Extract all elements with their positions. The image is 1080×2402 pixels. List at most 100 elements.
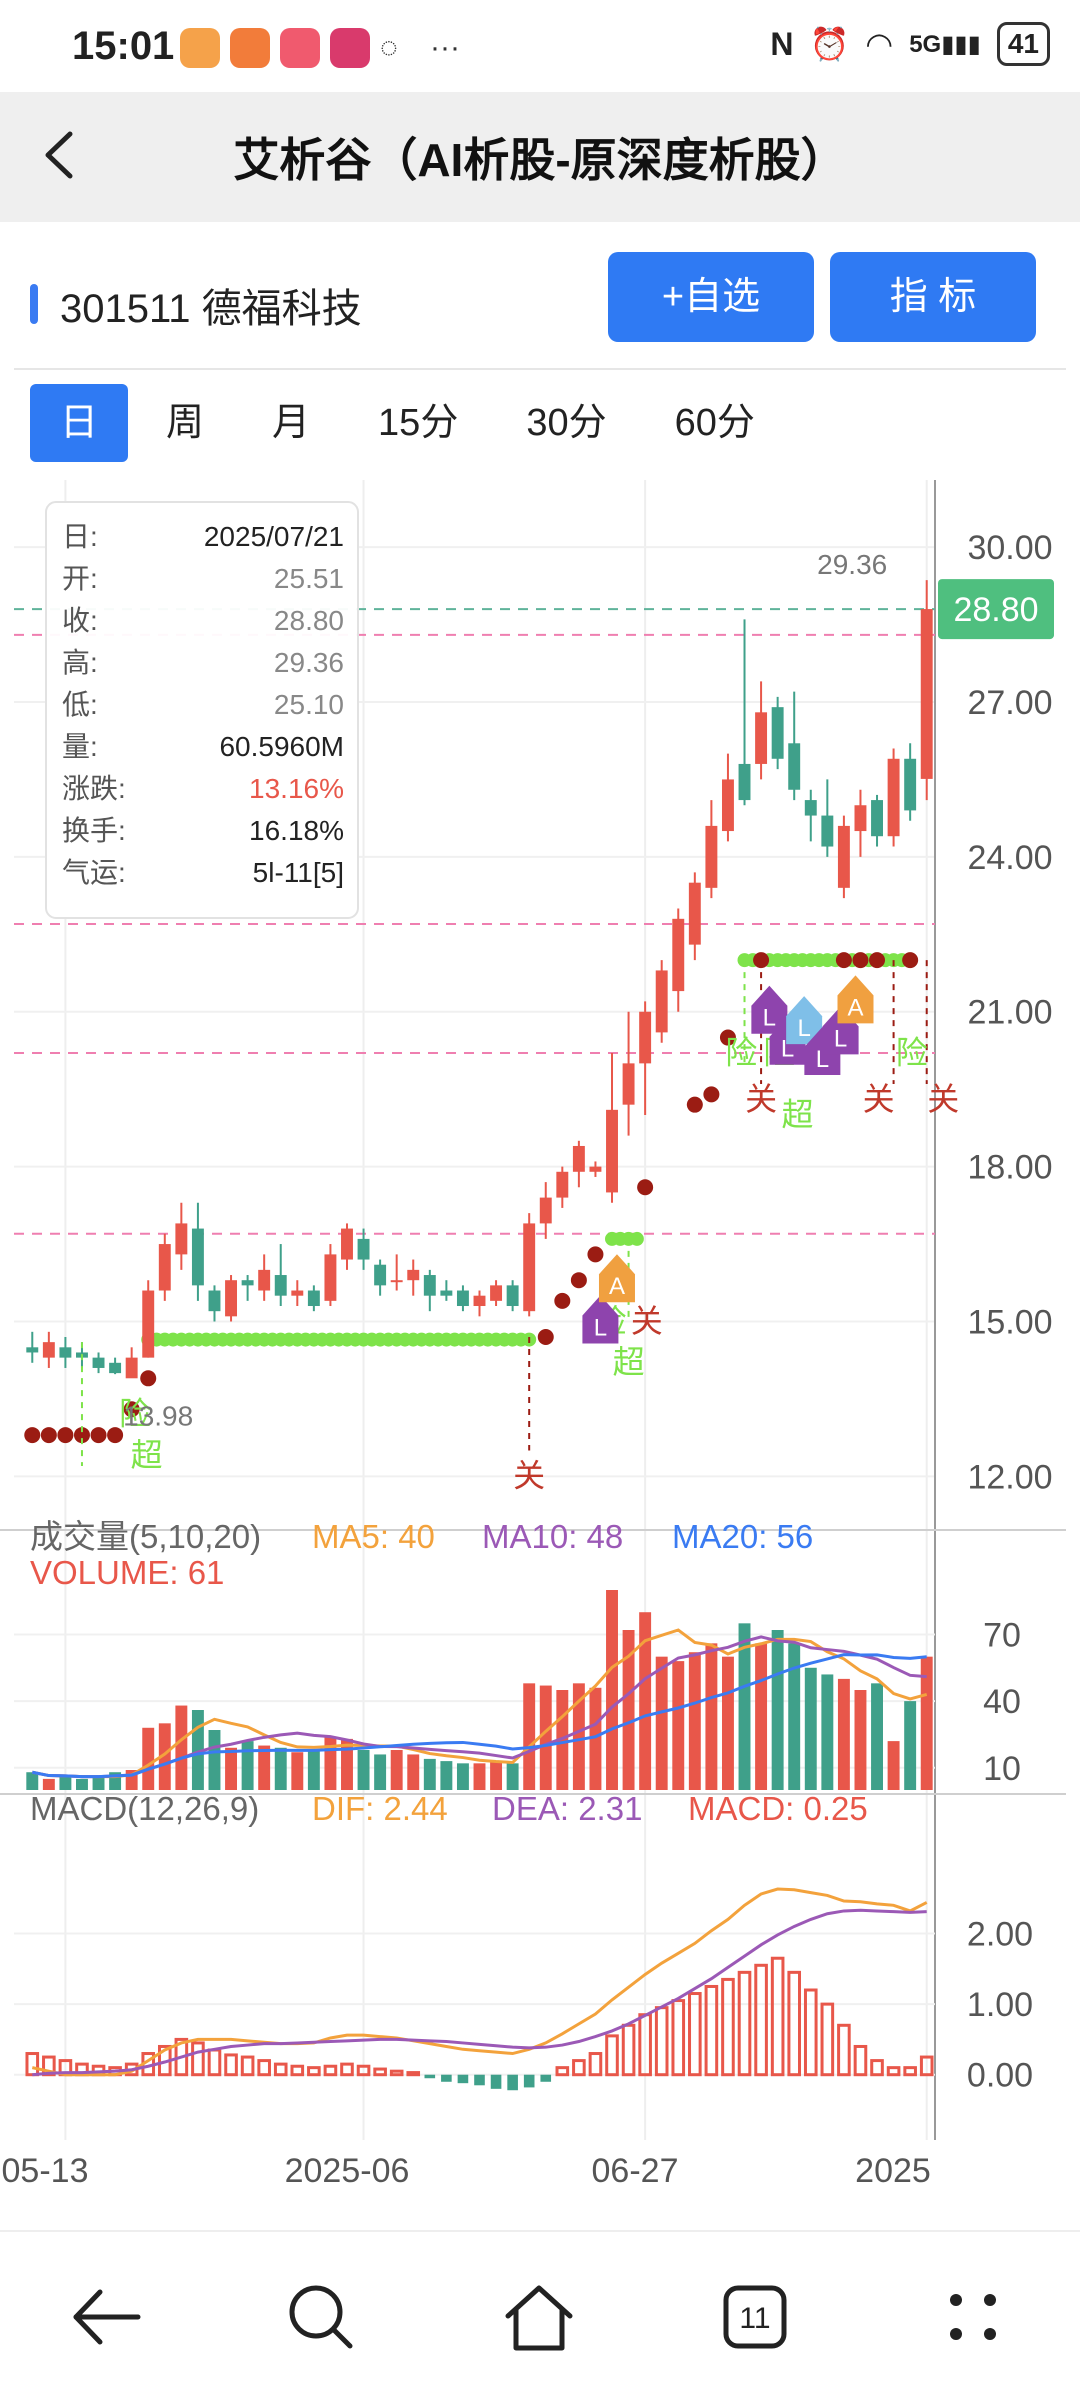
nav-home-button[interactable]: [494, 2272, 584, 2362]
price-tick-label: 24.00: [967, 839, 1052, 877]
macd-bar: [474, 2074, 485, 2086]
signal-dot: [852, 952, 869, 969]
macd-bar: [323, 2064, 338, 2077]
volume-bar: [92, 1776, 105, 1790]
volume-bar: [42, 1778, 55, 1790]
candle-body: [307, 1290, 320, 1307]
nav-search-button[interactable]: [276, 2272, 366, 2362]
signal-label: 超: [782, 1096, 814, 1132]
info-value: 29.36: [274, 647, 344, 678]
indicator-button[interactable]: 指 标: [830, 252, 1036, 342]
info-value: 13.16%: [249, 773, 344, 804]
volume-bar: [440, 1761, 453, 1790]
app-notification-icon: [180, 28, 220, 68]
volume-bar: [771, 1630, 784, 1790]
volume-bar: [191, 1710, 204, 1790]
signal-dot: [90, 1427, 107, 1444]
candle-body: [622, 1063, 635, 1105]
signal-dot: [537, 1328, 554, 1345]
candle-body: [589, 1166, 602, 1172]
volume-bar: [456, 1763, 469, 1790]
nfc-icon: N: [770, 25, 794, 62]
macd-bar: [441, 2074, 452, 2082]
candle-body: [920, 609, 933, 779]
macd-bar: [754, 1963, 768, 2077]
nav-back-button[interactable]: [62, 2272, 152, 2362]
signal-dot: [40, 1427, 57, 1444]
signal-label: 险: [896, 1034, 928, 1070]
macd-tick-label: 2.00: [967, 1916, 1033, 1954]
badge-shape: [751, 985, 788, 1034]
tab-15min[interactable]: 15分: [378, 402, 459, 444]
volume-bar: [523, 1683, 536, 1790]
candle-body: [26, 1347, 39, 1353]
add-watchlist-button[interactable]: +自选: [608, 252, 814, 342]
macd-bar: [507, 2074, 518, 2091]
tab-60min[interactable]: 60分: [674, 402, 755, 444]
signal-label: 关: [927, 1081, 959, 1117]
candle-body: [357, 1238, 370, 1260]
macd-bar: [25, 2052, 40, 2077]
volume-bar: [109, 1772, 122, 1790]
candle-body: [672, 918, 685, 992]
high-marker-label: 29.36: [817, 549, 887, 580]
volume-bar: [655, 1656, 668, 1790]
signal-dot: [686, 1096, 703, 1113]
candle-body: [241, 1280, 254, 1286]
chevron-left-icon: [45, 131, 73, 179]
volume-bar: [672, 1661, 685, 1790]
price-tick-label: 27.00: [967, 684, 1052, 722]
nav-more-button[interactable]: [928, 2272, 1018, 2362]
signal-label: 险: [119, 1396, 151, 1432]
macd-bar: [870, 2059, 884, 2077]
volume-bar: [837, 1678, 850, 1790]
volume-bar: [274, 1747, 287, 1790]
macd-bar: [919, 2055, 934, 2077]
tab-30min[interactable]: 30分: [526, 402, 607, 444]
back-arrow-icon: [73, 2289, 141, 2345]
macd-bar: [737, 1970, 752, 2077]
candle-body: [191, 1228, 204, 1286]
candle-body: [606, 1109, 618, 1193]
macd-bar: [605, 2034, 619, 2077]
macd-bar: [621, 2023, 636, 2077]
back-button[interactable]: [34, 120, 94, 190]
volume-bar: [142, 1727, 155, 1790]
macd-bar: [721, 1977, 735, 2077]
tab-month[interactable]: 月: [272, 402, 311, 444]
volume-bar: [225, 1747, 238, 1790]
volume-bar: [59, 1776, 72, 1790]
candle-body: [142, 1290, 155, 1358]
nav-tabs-button[interactable]: 11: [710, 2272, 800, 2362]
candle-body: [175, 1223, 188, 1255]
tab-week[interactable]: 周: [166, 402, 205, 444]
volume-bar: [738, 1623, 751, 1790]
signal-dot: [719, 1029, 736, 1046]
macd-bar: [523, 2074, 535, 2088]
macd-bar: [424, 2074, 436, 2079]
stock-chart[interactable]: 30.0027.0024.0021.0018.0015.0012.00险超关险超…: [0, 470, 1080, 2220]
signal-dot: [24, 1427, 41, 1444]
stock-code-name: 301511 德福科技: [60, 287, 362, 331]
macd-bar: [688, 1992, 702, 2077]
signal-dot: [554, 1292, 571, 1309]
candle-body: [755, 712, 768, 764]
badge-shape: [582, 1295, 619, 1344]
macd-bar: [273, 2062, 288, 2077]
candle-body: [456, 1290, 469, 1307]
tab-day[interactable]: 日: [30, 384, 129, 462]
volume-bar: [854, 1690, 867, 1790]
volume-bar: [572, 1683, 585, 1790]
badge-label: A: [847, 994, 863, 1021]
chat-icon: ◌: [380, 31, 398, 64]
info-value: 25.51: [274, 563, 344, 594]
candle-body: [523, 1223, 536, 1312]
signal-label: 关: [631, 1303, 663, 1339]
candle-body: [639, 1011, 652, 1064]
price-tick-label: 18.00: [967, 1149, 1052, 1187]
macd-bar: [224, 2053, 238, 2077]
info-label: 低:: [62, 689, 98, 720]
battery-level: 41: [1007, 28, 1039, 59]
macd-dea-line: [32, 1908, 927, 2077]
candle-body: [42, 1342, 55, 1358]
